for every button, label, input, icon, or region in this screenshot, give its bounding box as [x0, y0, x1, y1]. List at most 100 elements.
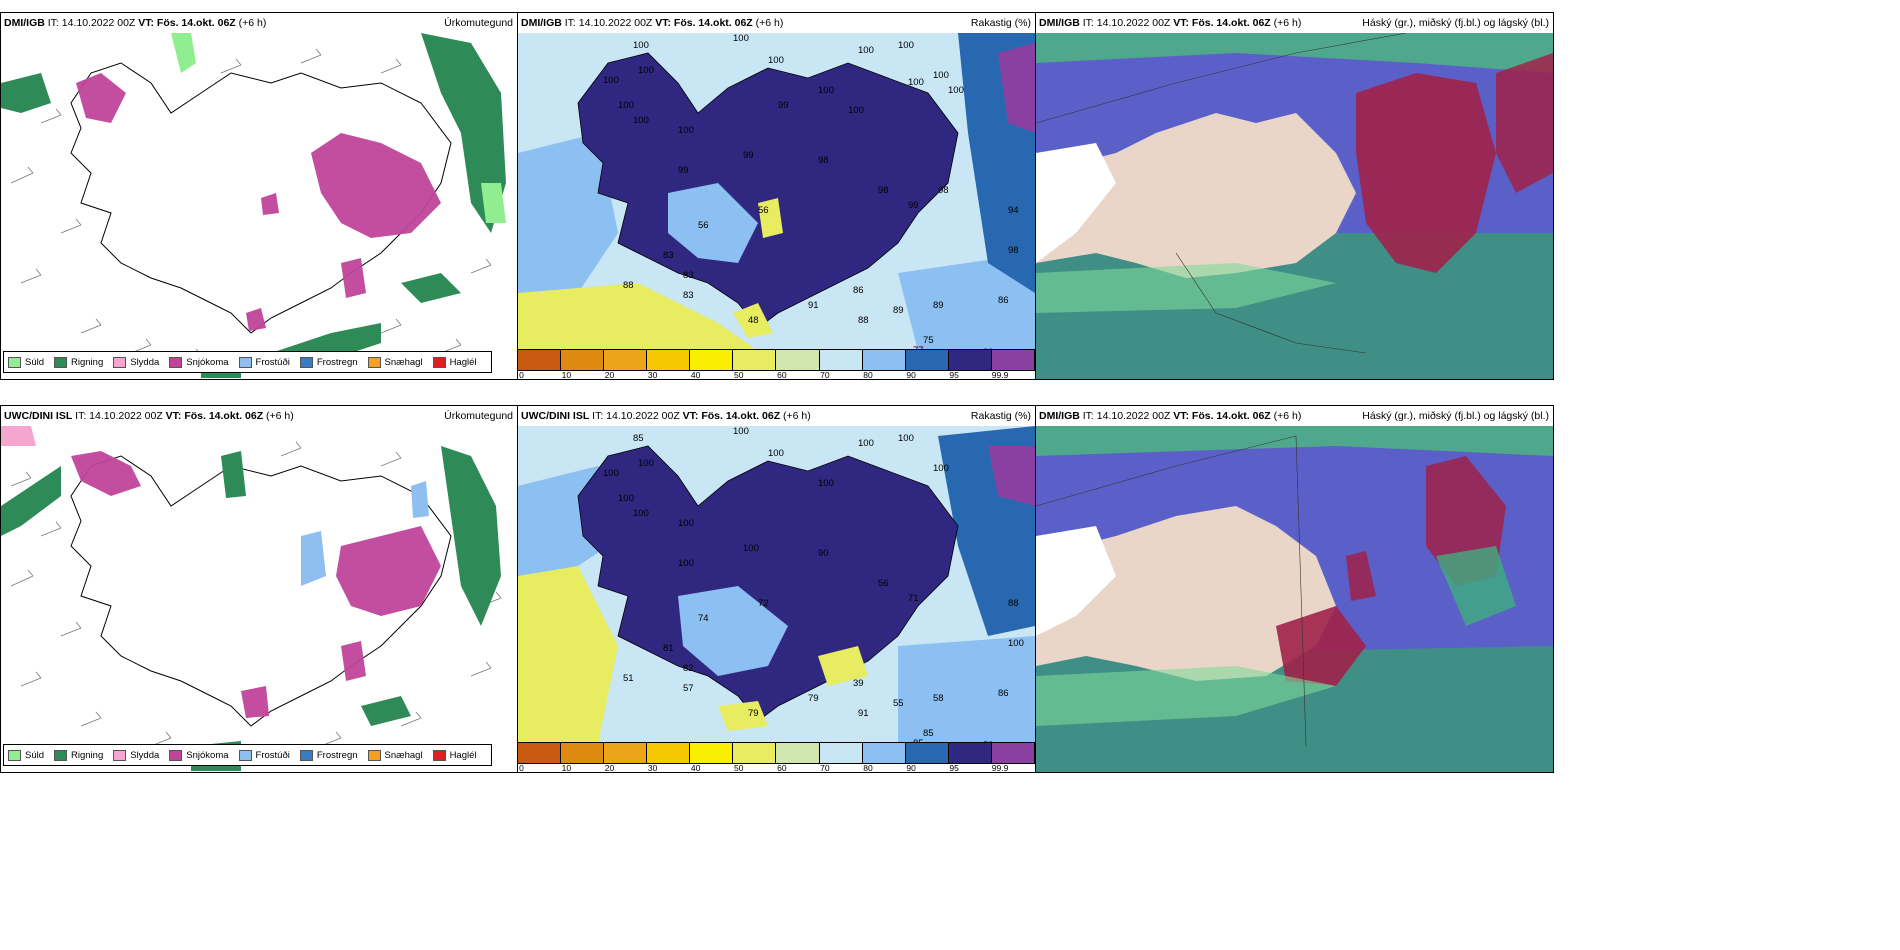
- legend-item: Frostúði: [238, 749, 290, 761]
- lead-time: (+6 h): [755, 17, 784, 29]
- legend-swatch: [432, 749, 446, 761]
- humidity-value-labels: 100 100 100 100 100 100 100 100 100 100 100 100 99 99…: [603, 33, 1019, 351]
- valid-time: VT: Fös. 14.okt. 06Z: [1173, 410, 1271, 422]
- humidity-value: 94: [1008, 205, 1019, 216]
- colorbar-tick: 30: [647, 370, 658, 380]
- legend-item: Súld: [8, 356, 45, 368]
- snow-areas: [76, 73, 441, 331]
- colorbar-cell: [604, 350, 648, 370]
- humidity-value: 98: [938, 185, 949, 196]
- legend-label: Slydda: [130, 749, 160, 761]
- colorbar-cell: [905, 743, 949, 763]
- precip-legend: Súld Rigning Slydda Snjókoma Frostúði Frostre…: [3, 744, 492, 766]
- precip-map: [1, 33, 506, 378]
- colorbar-tick: 70: [820, 763, 830, 773]
- humidity-value: 100: [858, 45, 874, 56]
- humidity-colorbar: 0 10 20 30 40 50 60 70 80 90 95 99.9: [518, 349, 1035, 379]
- colorbar-tick: 40: [690, 370, 701, 380]
- humidity-value: 100: [1008, 638, 1024, 649]
- legend-label: Súld: [25, 356, 45, 368]
- colorbar-tick: 70: [820, 370, 830, 380]
- legend-swatch: [169, 749, 183, 761]
- humidity-value: 100: [933, 463, 949, 474]
- colorbar-cell: [647, 350, 691, 370]
- legend-label: Rigning: [71, 749, 104, 761]
- colorbar-cell: [862, 743, 906, 763]
- legend-label: Súld: [25, 749, 45, 761]
- humidity-value: 85: [923, 728, 934, 739]
- humidity-value: 100: [898, 40, 914, 51]
- colorbar-tick: 40: [690, 763, 701, 773]
- model-source: DMI/IGB: [1039, 17, 1080, 29]
- humidity-value: 89: [893, 305, 904, 316]
- humidity-value: 100: [603, 75, 619, 86]
- humidity-value: 88: [623, 280, 634, 291]
- legend-label: Frostregn: [316, 356, 358, 368]
- legend-item: Snæhagl: [367, 356, 423, 368]
- legend-item: Haglél: [432, 749, 477, 761]
- colorbar-tick: 90: [906, 763, 916, 773]
- legend-label: Rigning: [71, 356, 104, 368]
- legend-swatch: [299, 749, 313, 761]
- humidity-value: 83: [683, 290, 694, 301]
- legend-item: Snjókoma: [169, 356, 229, 368]
- humidity-value: 88: [1008, 598, 1019, 609]
- panel-header: UWC/DINI ISL IT: 14.10.2022 00Z VT: Fös.…: [518, 406, 1035, 426]
- colorbar-tick: 60: [777, 370, 787, 380]
- colorbar-cell: [862, 350, 906, 370]
- legend-label: Snjókoma: [186, 356, 229, 368]
- humidity-value: 100: [898, 433, 914, 444]
- humidity-value: 99: [778, 100, 789, 111]
- snow-areas: [71, 451, 441, 718]
- colorbar-tick: 0: [519, 763, 524, 773]
- humidity-value: 77: [913, 345, 924, 351]
- humidity-value: 100: [768, 448, 784, 459]
- model-source: UWC/DINI ISL: [4, 410, 73, 422]
- legend-item: Frostregn: [299, 749, 358, 761]
- colorbar-cell: [776, 350, 820, 370]
- colorbar-tick: 0: [519, 370, 524, 380]
- humidity-value: 91: [858, 708, 869, 719]
- humidity-value: 100: [933, 70, 949, 81]
- humidity-value: 98: [818, 155, 829, 166]
- humidity-value: 99: [743, 150, 754, 161]
- precip-legend: Súld Rigning Slydda Snjókoma Frostúði Frostre…: [3, 351, 492, 373]
- legend-item: Rigning: [54, 749, 104, 761]
- humidity-value: 100: [743, 543, 759, 554]
- humidity-value: 90: [818, 548, 829, 559]
- legend-swatch: [367, 749, 381, 761]
- drizzle-areas: [171, 33, 506, 223]
- init-time: IT: 14.10.2022 00Z: [47, 17, 136, 29]
- legend-item: Snæhagl: [367, 749, 423, 761]
- legend-label: Snjókoma: [186, 749, 229, 761]
- humidity-value: 100: [618, 100, 634, 111]
- humidity-value: 100: [768, 55, 784, 66]
- humidity-value: 86: [998, 295, 1009, 306]
- lead-time: (+6 h): [266, 410, 294, 422]
- field-title: Rakastig (%): [970, 17, 1031, 29]
- legend-swatch: [113, 749, 127, 761]
- colorbar-tick: 50: [734, 370, 744, 380]
- panel-cloud-uwc: DMI/IGB IT: 14.10.2022 00Z VT: Fös. 14.o…: [1035, 405, 1554, 773]
- model-source: DMI/IGB: [1039, 410, 1080, 422]
- legend-label: Snæhagl: [384, 356, 423, 368]
- legend-item: Súld: [8, 749, 45, 761]
- humidity-value: 100: [848, 105, 864, 116]
- colorbar-cell: [733, 350, 777, 370]
- colorbar-cell: [948, 350, 992, 370]
- colorbar-cell: [604, 743, 648, 763]
- lead-time: (+6 h): [238, 17, 267, 29]
- init-time: IT: 14.10.2022 00Z: [75, 410, 163, 422]
- colorbar-tick: 95: [949, 370, 959, 380]
- colorbar-cell: [991, 743, 1035, 763]
- humidity-value: 71: [908, 593, 919, 604]
- humidity-value: 51: [623, 673, 634, 684]
- legend-label: Frostregn: [316, 749, 358, 761]
- legend-item: Rigning: [54, 356, 104, 368]
- legend-label: Haglél: [449, 749, 477, 761]
- field-title: Háský (gr.), miðský (fj.bl.) og lágský (…: [1362, 17, 1549, 29]
- colorbar-tick: 30: [647, 763, 658, 773]
- humidity-value: 100: [603, 468, 619, 479]
- humidity-value: 57: [683, 683, 694, 694]
- wind-barbs: [10, 441, 502, 747]
